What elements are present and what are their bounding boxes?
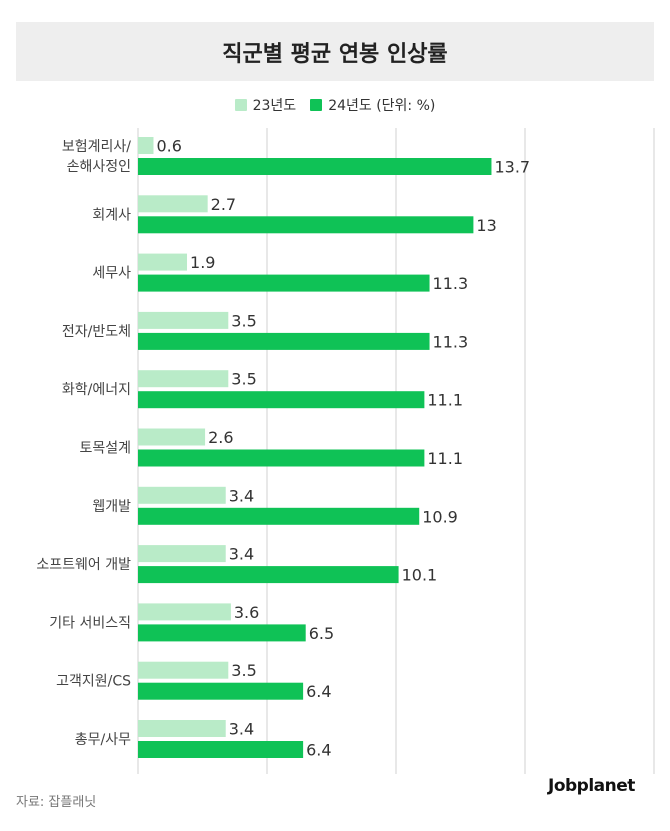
bar-2024 (138, 216, 474, 234)
bar-2023 (138, 661, 229, 679)
data-label: 11.3 (433, 332, 469, 351)
bar-2023 (138, 545, 226, 563)
data-label: 13 (476, 216, 496, 235)
bar-2023 (138, 603, 231, 621)
category-label: 소프트웨어 개발 (36, 557, 131, 573)
category-label: 기타 서비스직 (49, 615, 131, 631)
data-label: 13.7 (494, 158, 530, 177)
bar-2023 (138, 137, 154, 154)
bar-2023 (138, 195, 208, 213)
data-label: 3.6 (234, 603, 259, 622)
bar-2023 (138, 311, 229, 329)
legend-item-2024: 24년도 (단위: %) (310, 95, 435, 115)
category-label: 회계사 (92, 207, 131, 223)
bar-2024 (138, 391, 425, 409)
category-label: 세무사 (92, 266, 131, 282)
data-label: 6.5 (309, 624, 334, 643)
category-label: 총무/사무 (75, 732, 131, 748)
legend-swatch-2024 (310, 99, 323, 111)
bar-2024 (138, 449, 425, 467)
bar-2024 (138, 566, 399, 584)
data-label: 1.9 (190, 253, 215, 272)
data-label: 3.4 (229, 486, 254, 505)
data-label: 2.7 (211, 195, 236, 214)
data-label: 3.4 (229, 720, 254, 739)
legend-item-2023: 23년도 (234, 95, 297, 115)
data-label: 0.6 (156, 137, 181, 156)
category-label: 보험계리사/ (62, 139, 131, 155)
source-note: 자료: 잡플래닛 (16, 795, 97, 810)
category-label: 토목설계 (79, 441, 131, 457)
data-label: 3.5 (231, 661, 256, 680)
data-label: 2.6 (208, 428, 233, 447)
data-label: 3.4 (229, 545, 254, 564)
data-label: 6.4 (306, 682, 331, 701)
bar-2024 (138, 624, 306, 642)
data-label: 3.5 (231, 370, 256, 389)
bar-2024 (138, 274, 430, 292)
data-label: 11.3 (433, 274, 469, 293)
bar-2024 (138, 682, 304, 700)
data-label: 6.4 (306, 741, 331, 760)
legend-swatch-2023 (234, 99, 247, 111)
brand-logo: Jobplanet (548, 776, 635, 796)
legend-label-2024: 24년도 (단위: %) (328, 98, 436, 114)
data-label: 3.5 (231, 311, 256, 330)
category-label: 웹개발 (92, 499, 131, 515)
category-label: 화학/에너지 (62, 382, 131, 398)
category-label: 전자/반도체 (62, 324, 131, 340)
bar-2023 (138, 428, 206, 446)
bar-2023 (138, 370, 229, 388)
data-label: 10.1 (402, 566, 438, 585)
data-label: 11.1 (427, 391, 463, 410)
bar-2024 (138, 158, 492, 175)
bar-2024 (138, 741, 304, 758)
bar-2023 (138, 486, 226, 504)
data-label: 10.9 (422, 507, 458, 526)
category-label: 고객지원/CS (56, 674, 131, 690)
bar-2023 (138, 253, 188, 271)
legend: 23년도 24년도 (단위: %) (0, 95, 670, 115)
bar-2023 (138, 720, 226, 737)
bar-2024 (138, 332, 430, 350)
data-label: 11.1 (427, 449, 463, 468)
category-label: 손해사정인 (67, 159, 131, 175)
bar-2024 (138, 507, 420, 525)
legend-label-2023: 23년도 (252, 98, 297, 114)
title-banner: 직군별 평균 연봉 인상률 (16, 22, 654, 81)
chart-title: 직군별 평균 연봉 인상률 (222, 41, 448, 67)
